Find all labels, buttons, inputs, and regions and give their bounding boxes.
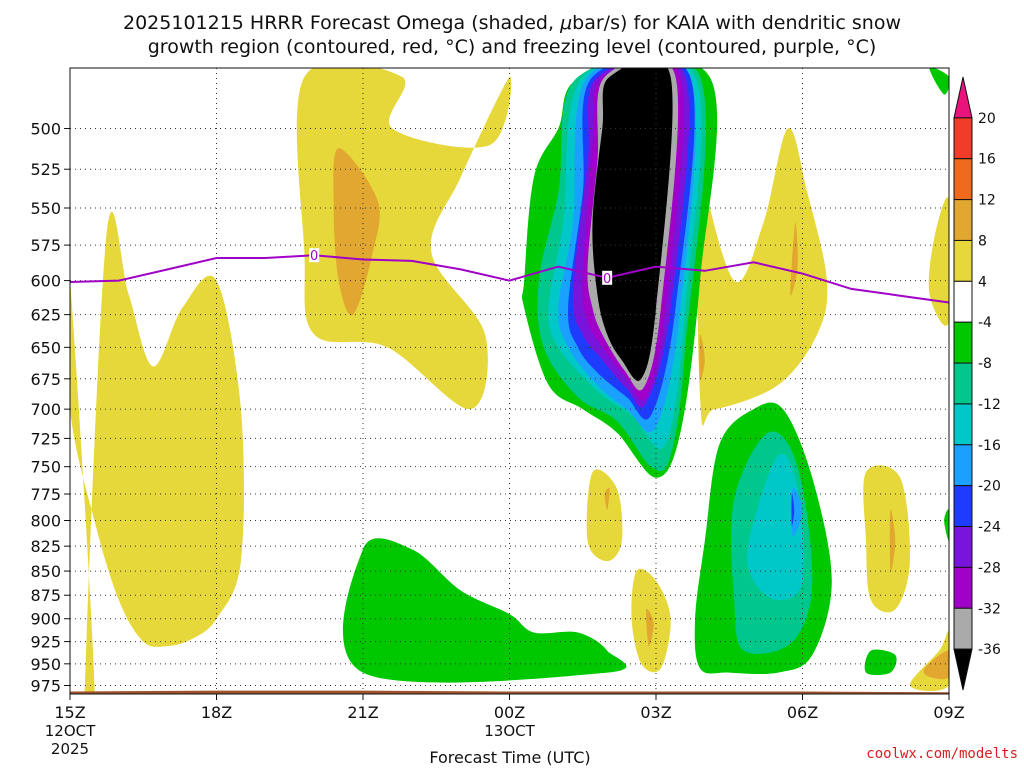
omega-region-19	[791, 487, 803, 537]
omega-region-3	[694, 68, 828, 426]
colorbar-label: -36	[978, 642, 1001, 658]
freezing-level-line	[70, 254, 949, 304]
omega-region-23	[929, 68, 949, 95]
omega-region-2	[333, 148, 380, 316]
colorbar-label: 20	[978, 111, 996, 127]
y-tick-label: 850	[30, 562, 61, 581]
x-tick-label: 03Z	[640, 703, 671, 722]
colorbar-label: -4	[978, 315, 992, 331]
colorbar-bin--28	[953, 526, 973, 568]
omega-shading	[70, 68, 949, 694]
colorbar-label: 4	[978, 274, 987, 290]
terrain-layer	[70, 690, 949, 694]
colorbar-label: -20	[978, 479, 1001, 495]
colorbar-label: -28	[978, 560, 1001, 576]
y-tick-label: 900	[30, 610, 61, 629]
colorbar-bin-20	[953, 76, 973, 119]
colorbar-label: -16	[978, 438, 1001, 454]
colorbar-bin--8	[953, 321, 973, 364]
colorbar: 20 16 12 8 4 -4 -8 -12 -16 -20 -24 -28 -32 -36	[953, 76, 1001, 691]
colorbar-label: -24	[978, 520, 1001, 536]
colorbar-label: -8	[978, 356, 992, 372]
freezing-level-label: 0	[603, 272, 611, 287]
y-tick-label: 875	[30, 586, 61, 605]
omega-region-11	[889, 509, 896, 572]
x-axis-label: Forecast Time (UTC)	[429, 748, 590, 767]
colorbar-label: 12	[978, 193, 996, 209]
y-tick-label: 725	[30, 429, 61, 448]
x-tick-label: 09Z	[933, 703, 964, 722]
omega-region-10	[863, 465, 911, 613]
x-tick-label: 15Z	[54, 703, 85, 722]
chart-title-line1: 2025101215 HRRR Forecast Omega (shaded, …	[123, 12, 901, 34]
y-tick-label: 950	[30, 655, 61, 674]
omega-region-1	[296, 68, 512, 410]
omega-region-13	[923, 650, 949, 680]
chart-title-line2: growth region (contoured, red, °C) and f…	[148, 36, 877, 58]
colorbar-bin-8	[953, 199, 973, 241]
y-tick-label: 600	[30, 272, 61, 291]
y-tick-label: 575	[30, 236, 61, 255]
colorbar-bin--36	[953, 607, 973, 650]
omega-region-20	[791, 493, 795, 527]
omega-region-14	[928, 197, 949, 326]
y-tick-label: 800	[30, 512, 61, 531]
omega-region-21	[864, 649, 897, 676]
colorbar-bin--4	[953, 280, 973, 323]
plot-area: 00	[70, 68, 949, 694]
x-tick-label: 21Z	[347, 703, 378, 722]
credit-text[interactable]: coolwx.com/modelts	[866, 746, 1018, 762]
x-tick-label: 00Z	[494, 703, 525, 722]
omega-region-0	[70, 211, 244, 694]
x-tick-date: 12OCT	[45, 722, 96, 740]
colorbar-bin-4	[953, 239, 973, 282]
y-tick-label: 775	[30, 485, 61, 504]
colorbar-bin--32	[953, 566, 973, 609]
freezing-level-label: 0	[310, 249, 318, 264]
y-tick-label: 975	[30, 676, 61, 695]
colorbar-label: 8	[978, 233, 987, 249]
x-tick-year: 2025	[51, 740, 89, 758]
y-tick-label: 750	[30, 458, 61, 477]
y-tick-label: 925	[30, 633, 61, 652]
colorbar-bin--20	[953, 444, 973, 487]
terrain-ground	[70, 690, 949, 694]
x-tick-label: 06Z	[787, 703, 818, 722]
omega-region-32	[592, 68, 673, 381]
omega-region-7	[604, 487, 610, 511]
omega-region-18	[747, 453, 804, 600]
omega-region-4	[790, 222, 798, 296]
y-tick-label: 500	[30, 120, 61, 139]
freezing-label-bg-11	[602, 270, 613, 285]
colorbar-label: 16	[978, 152, 996, 168]
colorbar-bin--16	[953, 403, 973, 446]
y-tick-label: 825	[30, 537, 61, 556]
y-tick-label: 550	[30, 199, 61, 218]
y-tick-label: 675	[30, 370, 61, 389]
x-tick-date: 13OCT	[484, 722, 535, 740]
freezing-label-bg-5	[309, 248, 320, 263]
freezing-level-layer: 00	[70, 248, 949, 304]
colorbar-bin-16	[953, 117, 973, 160]
colorbar-label: -32	[978, 601, 1001, 617]
omega-region-9	[646, 608, 654, 647]
omega-region-15	[342, 538, 627, 683]
y-tick-label: 525	[30, 160, 61, 179]
omega-region-5	[699, 334, 705, 380]
omega-region-6	[586, 469, 623, 562]
colorbar-bin--40	[953, 648, 973, 691]
omega-region-22	[944, 509, 949, 542]
y-axis-ticks: 500 525 550 575 600 625 650 675 700 725 750 775 800 8…	[30, 120, 70, 695]
colorbar-bin--24	[953, 485, 973, 528]
colorbar-label: -12	[978, 397, 1001, 413]
colorbar-bin--12	[953, 362, 973, 405]
x-tick-label: 18Z	[201, 703, 232, 722]
colorbar-bin-12	[953, 158, 973, 201]
y-tick-label: 650	[30, 338, 61, 357]
y-tick-label: 700	[30, 400, 61, 419]
y-tick-label: 625	[30, 306, 61, 325]
